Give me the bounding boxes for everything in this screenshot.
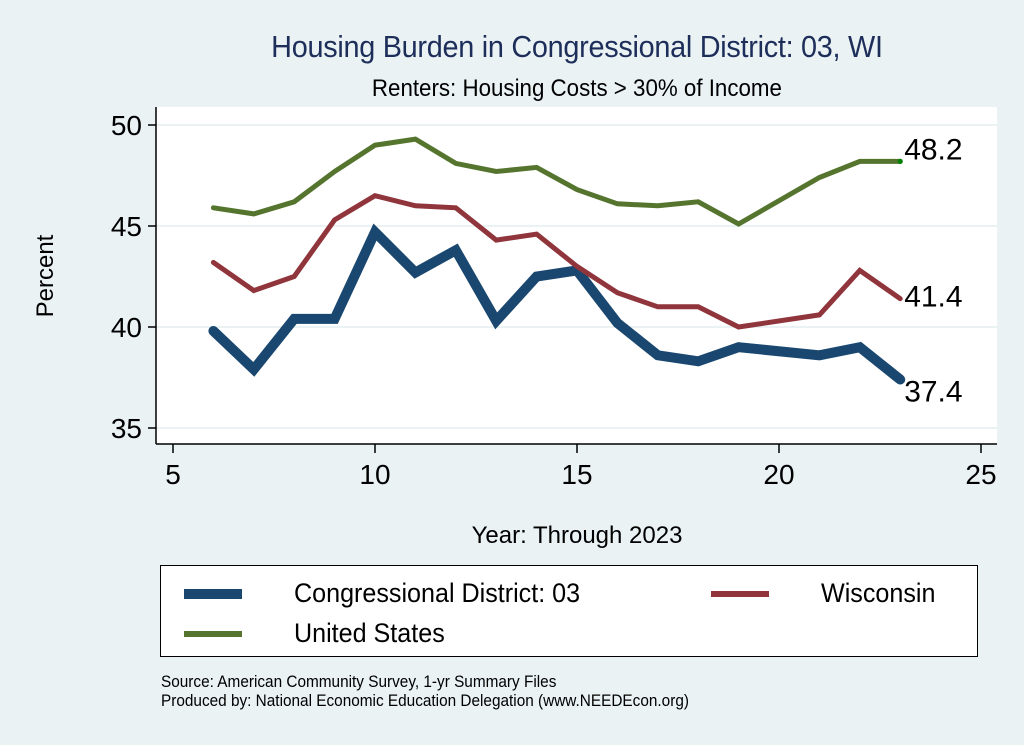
x-tick-label: 25 — [965, 459, 996, 490]
end-label: 37.4 — [904, 376, 962, 409]
y-tick-label: 50 — [111, 110, 142, 141]
chart-title: Housing Burden in Congressional District… — [271, 29, 883, 64]
axes: 35 40 45 50 5 10 15 20 25 — [111, 107, 997, 490]
source-line: Source: American Community Survey, 1-yr … — [161, 673, 557, 691]
legend-swatch-wisconsin — [711, 590, 769, 597]
legend-label: United States — [294, 618, 445, 648]
legend-item-wisconsin: Wisconsin — [711, 578, 944, 609]
legend-item-united-states: United States — [184, 618, 456, 649]
legend-label: Congressional District: 03 — [294, 578, 581, 608]
legend-swatch-district — [184, 588, 242, 599]
producer-line: Produced by: National Economic Education… — [161, 692, 689, 710]
end-label: 41.4 — [904, 281, 962, 314]
x-axis-label: Year: Through 2023 — [472, 522, 683, 549]
gridlines — [156, 124, 997, 429]
chart-subtitle: Renters: Housing Costs > 30% of Income — [371, 75, 782, 102]
end-label: 48.2 — [904, 133, 962, 166]
series-group — [208, 136, 906, 385]
y-tick-label: 45 — [111, 211, 142, 242]
x-tick-label: 5 — [165, 459, 181, 490]
end-marker — [897, 158, 903, 164]
x-tick-label: 20 — [763, 459, 794, 490]
y-axis-label: Percent — [32, 234, 59, 317]
legend-label: Wisconsin — [821, 578, 936, 608]
line-chart: 35 40 45 50 5 10 15 20 25 37.4 41.4 48.2 Percent Y… — [32, 107, 997, 549]
legend-swatch-united-states — [184, 630, 242, 637]
legend-item-district: Congressional District: 03 — [184, 578, 602, 609]
y-tick-label: 40 — [111, 312, 142, 343]
legend: Congressional District: 03 Wisconsin Uni… — [160, 565, 978, 657]
x-tick-label: 10 — [359, 459, 390, 490]
y-tick-label: 35 — [111, 413, 142, 444]
source-note: Source: American Community Survey, 1-yr … — [161, 673, 689, 711]
end-labels: 37.4 41.4 48.2 — [904, 133, 962, 408]
x-tick-label: 15 — [561, 459, 592, 490]
